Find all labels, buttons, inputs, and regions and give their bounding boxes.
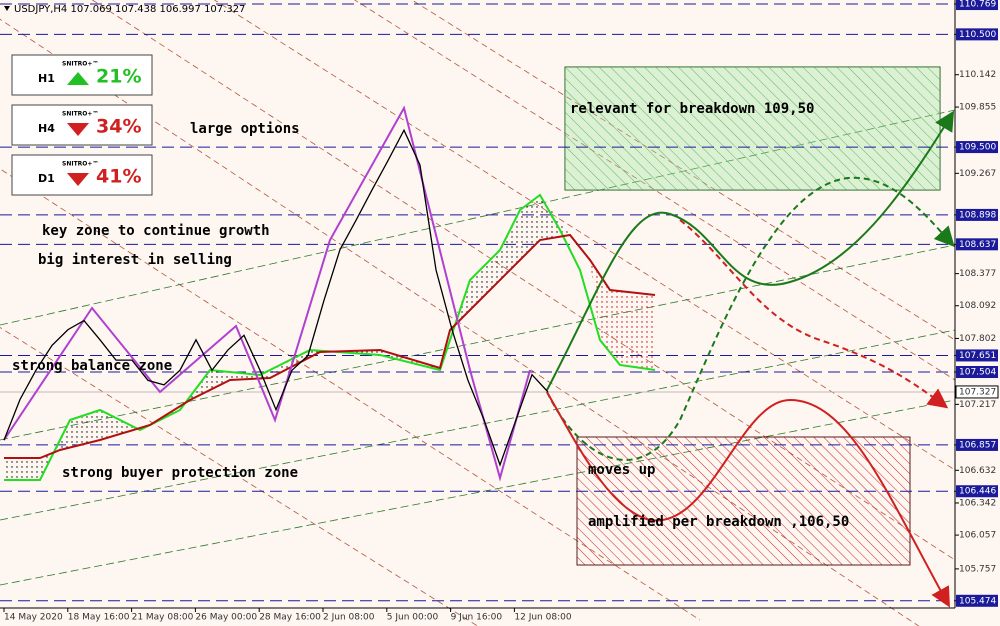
y-tick-label: 107.651 [959,351,996,361]
y-tick-label: 106.632 [959,466,996,476]
y-tick-label: 110.142 [959,70,996,80]
x-tick-label: 9 Jun 16:00 [451,613,503,623]
buy-zone-fill [565,67,940,190]
annotation: big interest in selling [38,252,232,268]
y-tick-label: 106.857 [959,440,996,450]
y-tick-label: 108.377 [959,269,996,279]
badge-arrow [67,123,89,136]
badge-value: 41% [96,166,141,188]
x-tick-label: 18 May 16:00 [68,613,130,623]
badge-value: 34% [96,116,141,138]
tick-box [956,366,998,379]
tick-box [956,0,998,11]
header: USDJPY,H4 107.069 107.438 106.997 107.32… [14,4,245,15]
tick-box [956,28,998,41]
tick-box [956,485,998,498]
badge-value: 21% [96,66,141,88]
y-tick-label: 110.769 [959,0,996,10]
badge-timeframe: D1 [38,172,55,185]
y-tick-label: 105.757 [959,564,996,574]
forecast [546,110,955,608]
annotation: strong balance zone [12,358,172,374]
y-tick-label: 109.855 [959,103,996,113]
header-icon [4,6,10,11]
ichimoku [3,105,656,482]
badge-arrow [67,173,89,186]
annotation: key zone to continue growth [42,223,270,239]
y-tick-label: 106.342 [959,498,996,508]
badge-timeframe: H1 [38,72,55,85]
x-tick-label: 5 Jun 00:00 [387,613,439,623]
y-tick-label: 106.446 [959,487,996,497]
y-tick-label: 108.092 [959,301,996,311]
badge-timeframe: H4 [38,122,55,135]
annotation: moves up [588,462,655,478]
annotations: large options key zone to continue growt… [12,101,849,530]
x-tick-label: 28 May 16:00 [259,613,321,623]
annotation: amplified per breakdown ,106,50 [588,514,849,530]
tick-box [956,208,998,221]
y-tick-label: 109.500 [959,143,996,153]
price-axis [955,0,1000,626]
x-tick-label: 14 May 2020 [4,613,63,623]
x-tick-label: 26 May 00:00 [195,613,257,623]
y-tick-label: 109.267 [959,169,996,179]
y-tick-label: 106.057 [959,531,996,541]
y-tick-label: 107.217 [959,400,996,410]
badge-brand: SNITRO+™ [62,161,98,168]
tick-box [956,349,998,362]
y-tick-label: 110.500 [959,30,996,40]
tick-box [956,594,998,607]
y-tick-label: 105.474 [959,596,996,606]
annotation: large options [190,121,300,137]
tick-box [955,385,999,399]
price-line [3,128,549,467]
y-tick-label: 108.898 [959,210,996,220]
annotation: relevant for breakdown 109,50 [570,101,814,117]
badge [11,54,153,96]
y-tick-label: 107.802 [959,334,996,344]
annotation: strong buyer protection zone [62,465,298,481]
x-tick-label: 12 Jun 08:00 [514,613,571,623]
badge-arrow [67,72,89,85]
y-tick-label: 108.637 [959,240,996,250]
x-tick-label: 21 May 08:00 [132,613,194,623]
y-tick-label: 107.327 [959,387,996,397]
tick-box [956,238,998,251]
x-tick-label: 2 Jun 08:00 [323,613,375,623]
price [3,128,549,467]
ticks: 110.769 110.500 110.142 109.855 109.500 109.2… [3,0,999,623]
sell-zone [576,436,911,566]
badge-brand: SNITRO+™ [62,61,98,68]
tick-box [956,141,998,154]
badge-brand: SNITRO+™ [62,111,98,118]
tick-box [956,438,998,451]
levels [0,3,955,602]
y-tick-label: 107.504 [959,368,996,378]
